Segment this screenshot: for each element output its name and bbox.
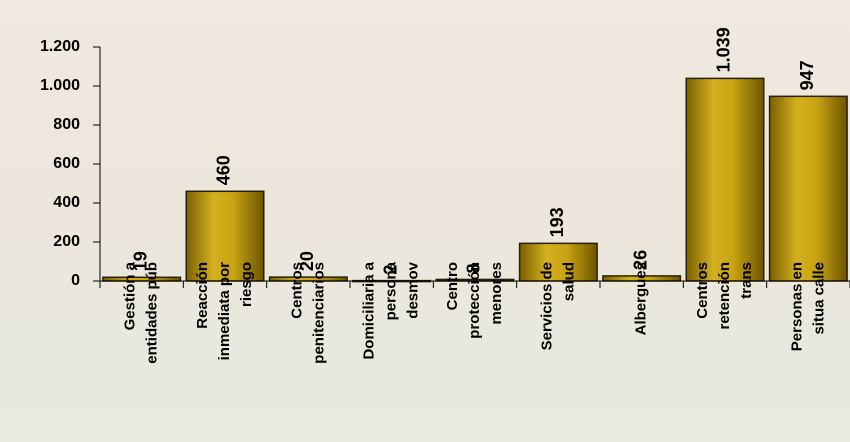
- x-tick-label: entidades púb: [144, 262, 161, 364]
- data-label: 8: [464, 263, 484, 273]
- y-tick-label: 1.000: [40, 77, 80, 94]
- x-tick-label: Albergues: [633, 262, 650, 335]
- x-tick-label: Centros: [694, 262, 711, 319]
- x-tick-label: retención: [716, 262, 733, 330]
- data-label: 460: [214, 155, 234, 185]
- x-tick-label: Servicios de: [538, 262, 555, 350]
- x-tick-label: Personas en: [788, 262, 805, 351]
- y-tick-label: 200: [53, 233, 80, 250]
- x-tick-label: inmediata por: [216, 262, 233, 361]
- x-tick-label: Reacción: [194, 262, 211, 329]
- y-tick-label: 0: [71, 272, 80, 289]
- y-tick-label: 600: [53, 155, 80, 172]
- y-tick-label: 800: [53, 116, 80, 133]
- y-tick-label: 400: [53, 194, 80, 211]
- bar: [102, 276, 182, 282]
- x-tick-label: riesgo: [238, 262, 255, 307]
- y-tick-label: 1.200: [40, 38, 80, 55]
- x-tick-label: trans: [738, 262, 755, 299]
- x-tick-label: Centro: [444, 262, 461, 310]
- x-tick-label: situa calle: [810, 262, 827, 335]
- data-label: 26: [630, 250, 650, 270]
- data-label: 19: [130, 251, 150, 271]
- bar: [768, 95, 848, 282]
- data-label: 193: [547, 207, 567, 237]
- x-tick-label: Domiciliaria a: [361, 261, 378, 359]
- x-tick-label: Gestión a: [122, 261, 139, 330]
- data-label: 947: [797, 60, 817, 90]
- x-tick-label: persona: [383, 261, 400, 320]
- bar: [268, 276, 348, 282]
- x-tick-label: penitenciarios: [310, 262, 327, 364]
- x-tick-label: desmov: [405, 261, 422, 318]
- x-tick-label: salud: [560, 262, 577, 301]
- x-tick-label: protección: [466, 262, 483, 339]
- bar: [685, 77, 765, 282]
- data-label: 1.039: [714, 27, 734, 72]
- bar: [518, 242, 598, 282]
- data-label: 2: [380, 265, 400, 275]
- x-tick-label: Centros: [288, 262, 305, 319]
- x-tick-label: menores: [488, 262, 505, 325]
- data-label: 20: [297, 251, 317, 271]
